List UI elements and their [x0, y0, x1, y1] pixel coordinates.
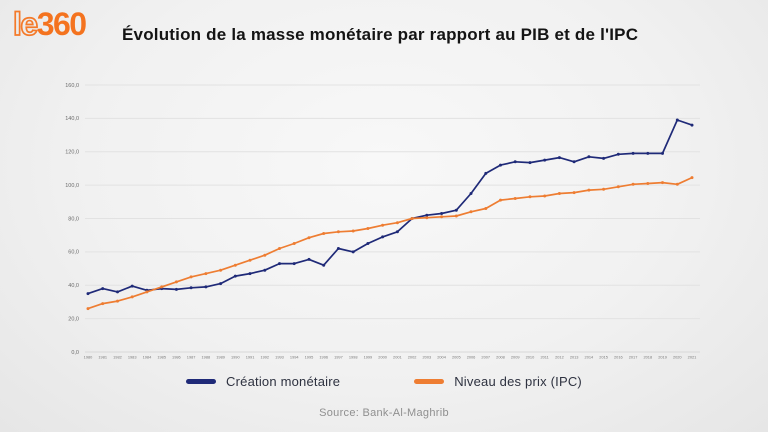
svg-text:1981: 1981	[98, 355, 107, 360]
svg-text:2003: 2003	[423, 355, 432, 360]
svg-text:1985: 1985	[157, 355, 166, 360]
legend-swatch-niveau-des-prix	[414, 379, 445, 384]
legend-label-niveau-des-prix: Niveau des prix (IPC)	[454, 374, 582, 389]
svg-text:1996: 1996	[319, 355, 328, 360]
svg-text:2016: 2016	[614, 355, 623, 360]
svg-text:1988: 1988	[202, 355, 211, 360]
source-caption: Source: Bank-Al-Maghrib	[319, 407, 449, 419]
svg-text:120,0: 120,0	[65, 150, 79, 156]
svg-text:60,0: 60,0	[68, 250, 79, 256]
svg-text:2001: 2001	[393, 355, 402, 360]
logo-360-text: 360	[36, 6, 87, 42]
series-creation-monetaire	[86, 118, 694, 296]
legend-label-creation-monetaire: Création monétaire	[226, 374, 341, 389]
svg-text:1998: 1998	[349, 355, 358, 360]
svg-text:2020: 2020	[673, 355, 682, 360]
svg-text:2013: 2013	[570, 355, 579, 360]
grid-lines	[85, 84, 700, 353]
svg-text:2012: 2012	[555, 355, 564, 360]
svg-text:1984: 1984	[143, 355, 152, 360]
svg-text:2019: 2019	[658, 355, 667, 360]
svg-text:1986: 1986	[172, 355, 181, 360]
svg-text:1993: 1993	[275, 355, 284, 360]
legend-item-niveau-des-prix: Niveau des prix (IPC)	[414, 374, 582, 389]
svg-text:2010: 2010	[526, 355, 535, 360]
svg-text:2018: 2018	[643, 355, 652, 360]
svg-text:1989: 1989	[216, 355, 225, 360]
svg-text:2015: 2015	[599, 355, 608, 360]
svg-text:1995: 1995	[305, 355, 314, 360]
x-axis-labels: 1980 1981 1982 1983 1984 1985 1986 1987 1988 1989…	[84, 355, 697, 360]
svg-text:160,0: 160,0	[65, 83, 79, 89]
chart-title: Évolution de la masse monétaire par rapp…	[122, 25, 639, 44]
svg-text:2009: 2009	[511, 355, 520, 360]
series-niveau-des-prix	[86, 176, 694, 311]
svg-text:2007: 2007	[481, 355, 490, 360]
svg-text:80,0: 80,0	[68, 216, 79, 222]
svg-text:140,0: 140,0	[65, 116, 79, 122]
svg-text:2005: 2005	[452, 355, 461, 360]
svg-text:2017: 2017	[629, 355, 638, 360]
y-axis-labels: 0,0 20,0 40,0 60,0 80,0 100,0 120,0 140,0 160,0	[65, 83, 79, 356]
le360-logo: le360	[12, 6, 87, 42]
svg-text:1992: 1992	[260, 355, 269, 360]
svg-text:20,0: 20,0	[68, 316, 79, 322]
svg-text:1980: 1980	[84, 355, 93, 360]
svg-text:1997: 1997	[334, 355, 343, 360]
svg-text:1991: 1991	[246, 355, 255, 360]
svg-text:1987: 1987	[187, 355, 196, 360]
svg-text:1983: 1983	[128, 355, 137, 360]
svg-text:2004: 2004	[437, 355, 446, 360]
svg-text:1994: 1994	[290, 355, 299, 360]
svg-text:2021: 2021	[688, 355, 697, 360]
svg-text:40,0: 40,0	[68, 283, 79, 289]
svg-text:2011: 2011	[540, 355, 548, 360]
svg-text:2002: 2002	[408, 355, 417, 360]
legend-swatch-creation-monetaire	[186, 379, 217, 384]
svg-text:2006: 2006	[467, 355, 476, 360]
svg-text:2014: 2014	[585, 355, 594, 360]
svg-text:2008: 2008	[496, 355, 505, 360]
svg-text:0,0: 0,0	[71, 350, 79, 356]
logo-le-text: le	[12, 6, 39, 42]
legend-item-creation-monetaire: Création monétaire	[186, 374, 340, 389]
svg-text:1990: 1990	[231, 355, 240, 360]
svg-text:1999: 1999	[364, 355, 373, 360]
svg-text:2000: 2000	[378, 355, 387, 360]
svg-text:1982: 1982	[113, 355, 122, 360]
svg-text:100,0: 100,0	[65, 183, 79, 189]
chart-legend: Création monétaire Niveau des prix (IPC)	[0, 374, 768, 389]
